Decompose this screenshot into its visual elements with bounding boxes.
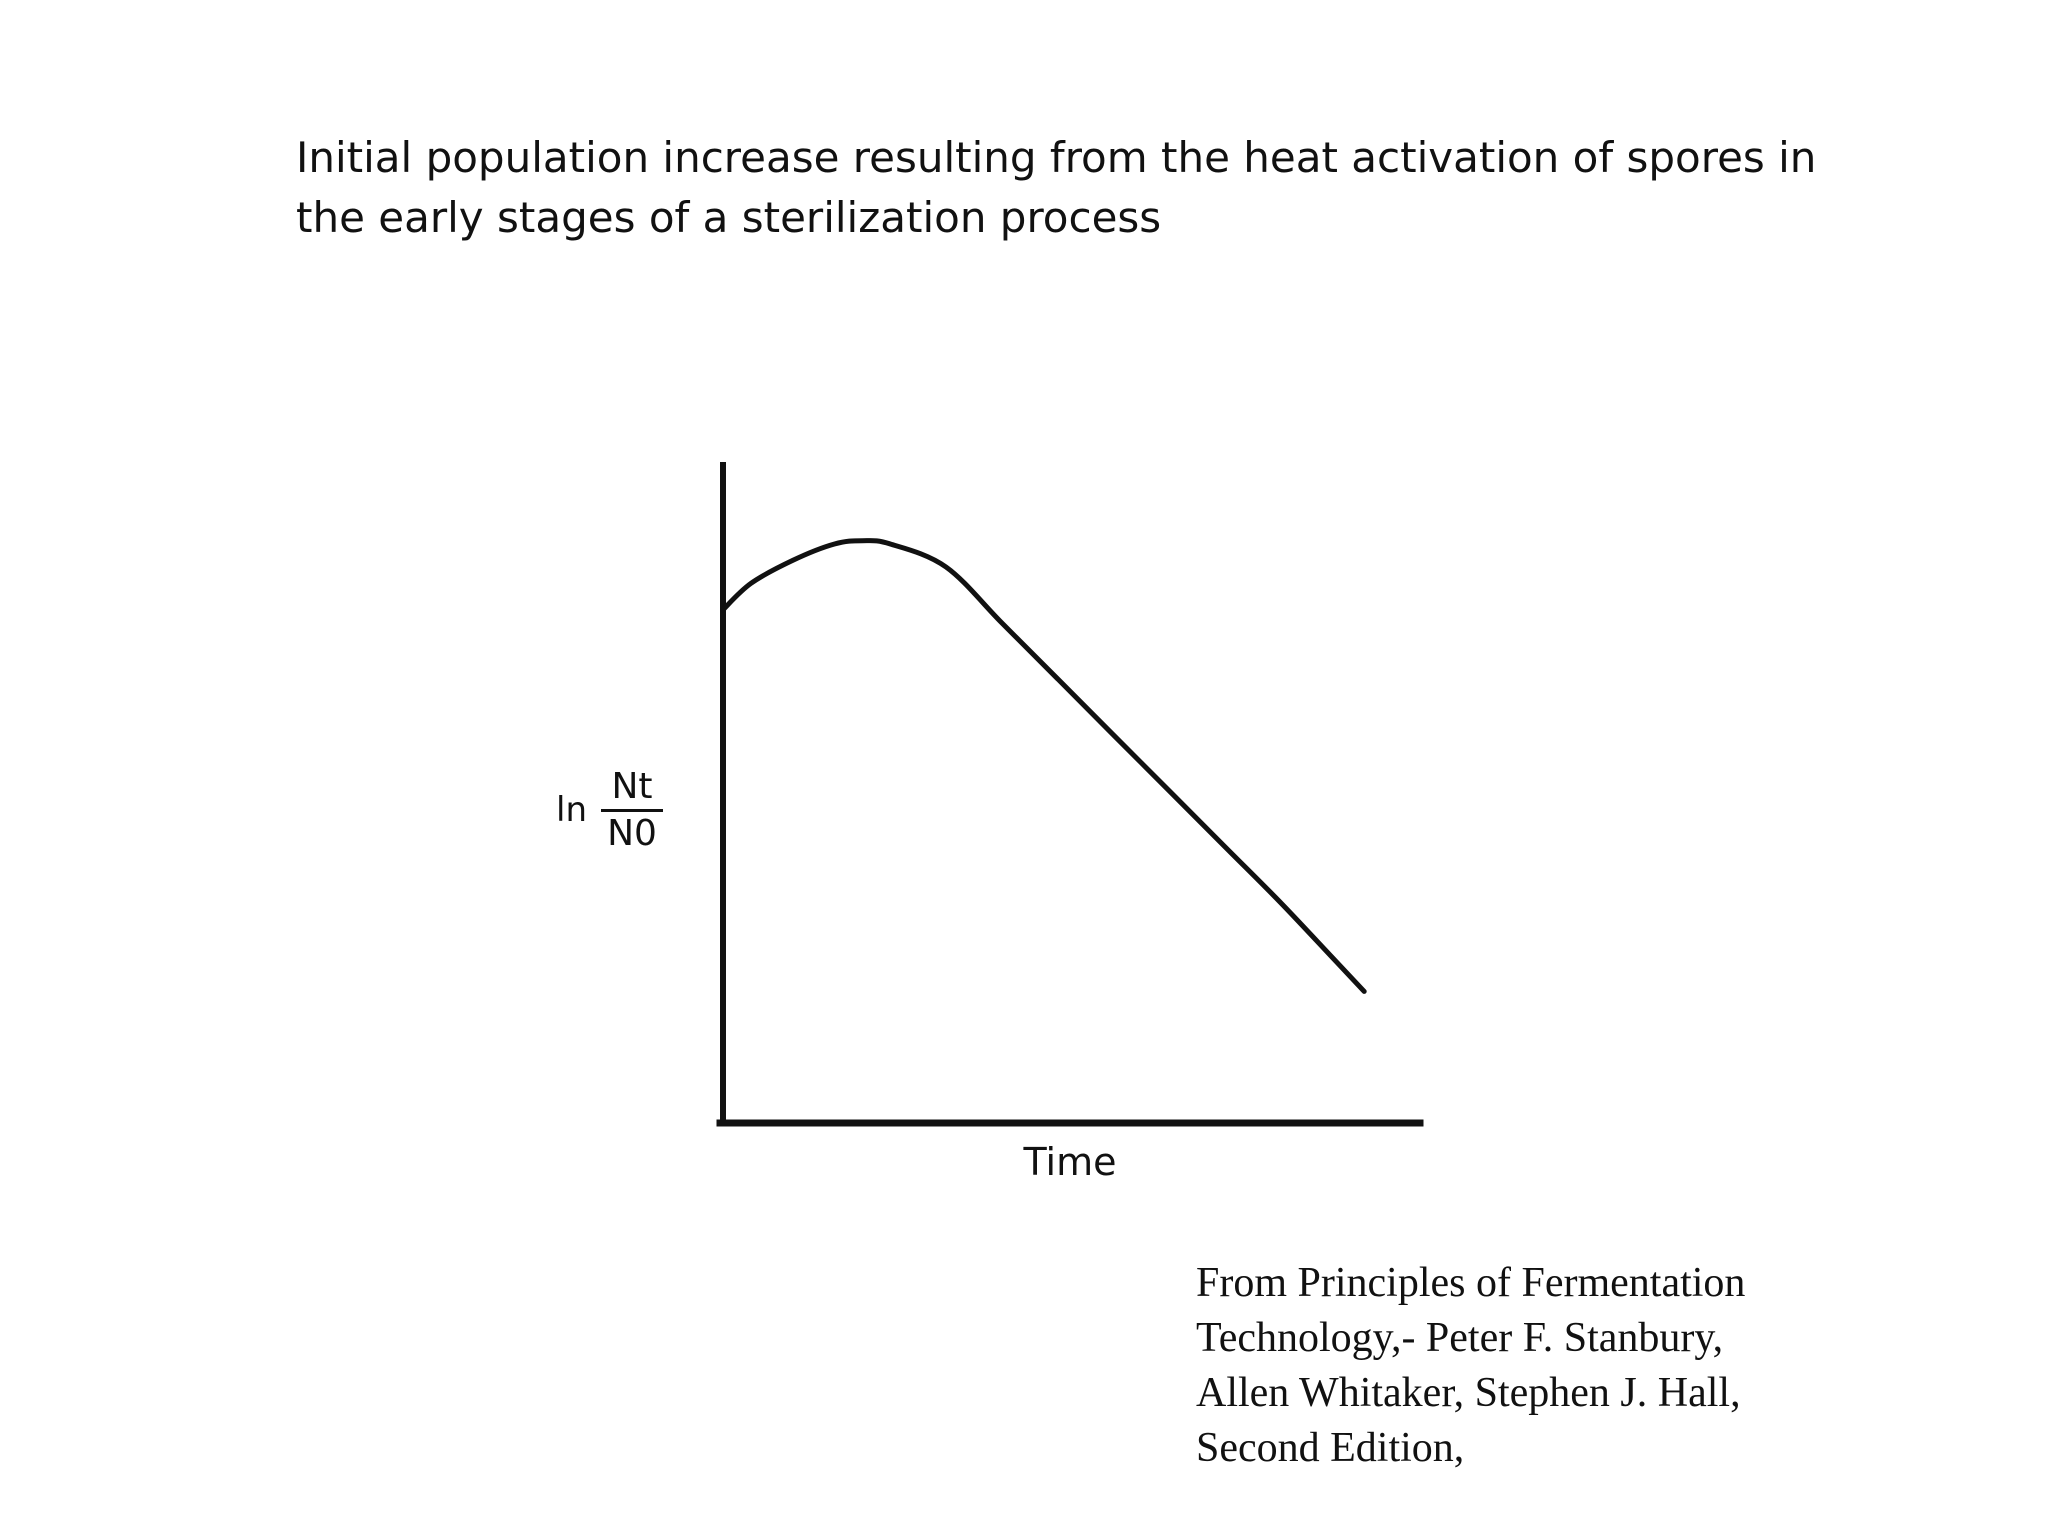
citation-line-4: Second Edition, — [1196, 1425, 1465, 1471]
y-axis-label-fraction: Nt N0 — [601, 765, 663, 854]
y-axis-label: ln Nt N0 — [556, 760, 663, 860]
y-axis-label-numerator: Nt — [611, 765, 653, 807]
slide-title: Initial population increase resulting fr… — [296, 128, 1856, 248]
citation-line-2: Technology,- Peter F. Stanbury, — [1196, 1315, 1724, 1361]
y-axis-label-denominator: N0 — [607, 812, 657, 854]
y-axis-label-function: ln — [556, 790, 587, 830]
fraction-bar — [601, 808, 663, 812]
series-line — [720, 538, 1367, 994]
slide-title-line-1: Initial population increase resulting fr… — [296, 133, 1817, 182]
citation: From Principles of Fermentation Technolo… — [1196, 1256, 1836, 1476]
citation-line-1: From Principles of Fermentation — [1196, 1260, 1746, 1306]
citation-line-3: Allen Whitaker, Stephen J. Hall, — [1196, 1370, 1741, 1416]
slide-title-line-2: the early stages of a sterilization proc… — [296, 193, 1162, 242]
x-axis-label: Time — [1023, 1140, 1117, 1184]
